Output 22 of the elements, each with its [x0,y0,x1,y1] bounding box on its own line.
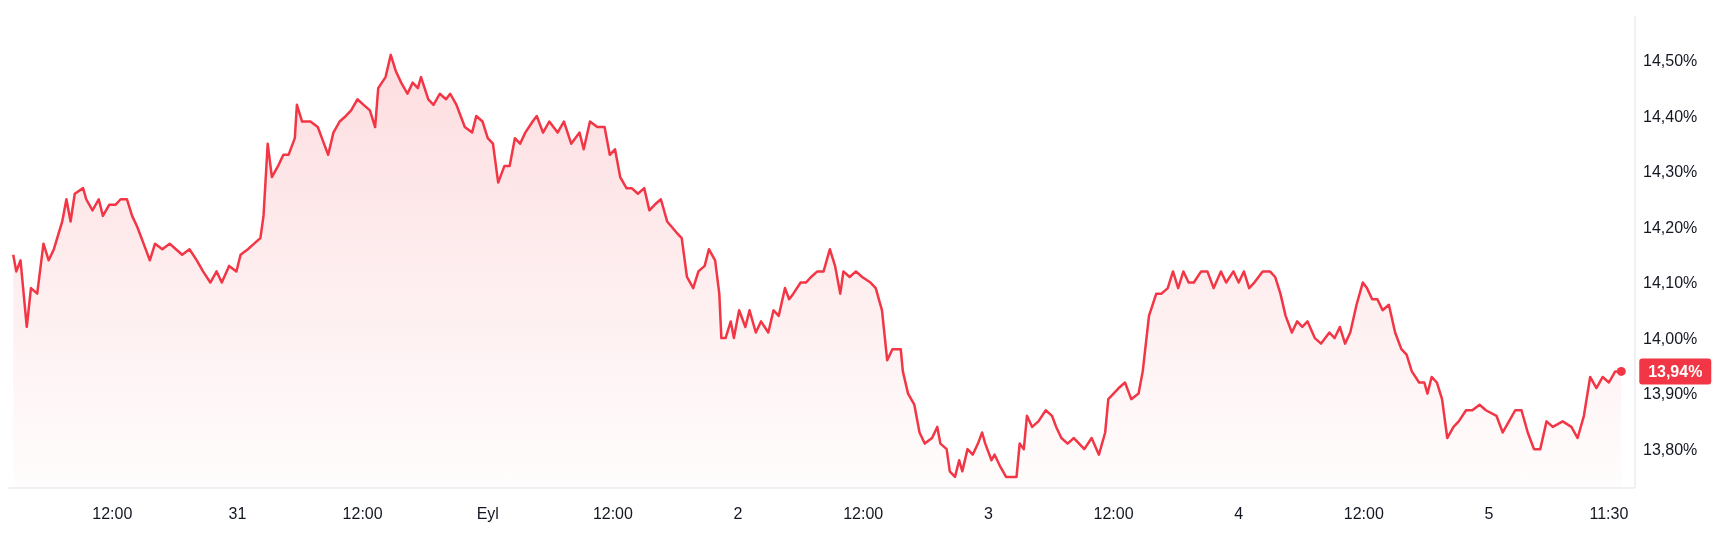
y-tick-label: 14,40% [1643,107,1698,125]
y-tick-label: 14,20% [1643,218,1698,236]
x-tick-label: 3 [983,505,993,523]
x-tick-label: 12:00 [92,505,133,523]
annotation: 13,94% [1648,363,1703,381]
x-tick-label: 5 [1484,505,1494,523]
y-tick-label: 14,10% [1643,274,1698,292]
x-tick-label: Eyl [476,505,499,523]
y-tick-label: 14,50% [1643,52,1698,70]
x-tick-label: 12:00 [843,505,884,523]
x-tick-label: 12:00 [1093,505,1134,523]
x-tick-label: 4 [1234,505,1244,523]
y-tick-label: 14,30% [1643,163,1698,181]
y-tick-label: 13,90% [1643,385,1698,403]
x-tick-label: 11:30 [1589,505,1629,523]
x-tick-label: 31 [228,505,247,523]
x-tick-label: 2 [733,505,743,523]
y-tick-label: 14,00% [1643,329,1698,347]
y-tick-label: 13,80% [1643,440,1698,458]
x-tick-label: 12:00 [592,505,634,523]
x-tick-label: 12:00 [342,505,383,523]
x-tick-label: 12:00 [1343,505,1384,523]
